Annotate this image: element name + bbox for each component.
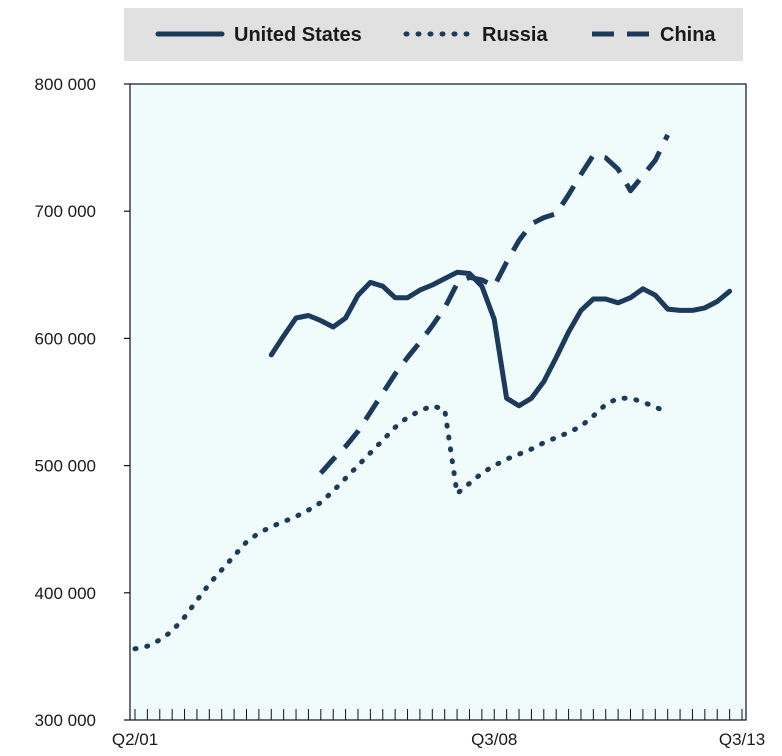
y-axis: 300 000 400 000 500 000 600 000 700 000 800 0… — [35, 75, 130, 730]
x-axis-ticks — [134, 709, 743, 720]
y-tick-label: 500 000 — [35, 457, 96, 476]
x-tick-label: Q3/08 — [471, 730, 517, 749]
legend: United States Russia China — [155, 24, 716, 46]
x-tick-label: Q3/13 — [719, 730, 765, 749]
legend-label-russia: Russia — [482, 24, 548, 46]
y-tick-label: 700 000 — [35, 202, 96, 221]
legend-label-china: China — [660, 24, 716, 46]
x-tick-label: Q2/01 — [112, 730, 158, 749]
series-line-china — [318, 133, 670, 475]
y-tick-label: 800 000 — [35, 75, 96, 94]
x-axis-labels: Q2/01 Q3/08 Q3/13 — [112, 730, 765, 749]
y-tick-label: 400 000 — [35, 584, 96, 603]
series-lines — [132, 133, 733, 652]
y-tick-label: 300 000 — [35, 711, 96, 730]
y-tick-label: 600 000 — [35, 329, 96, 348]
legend-label-united-states: United States — [234, 24, 362, 46]
series-line-united-states — [268, 269, 733, 409]
plot-area — [129, 83, 747, 721]
